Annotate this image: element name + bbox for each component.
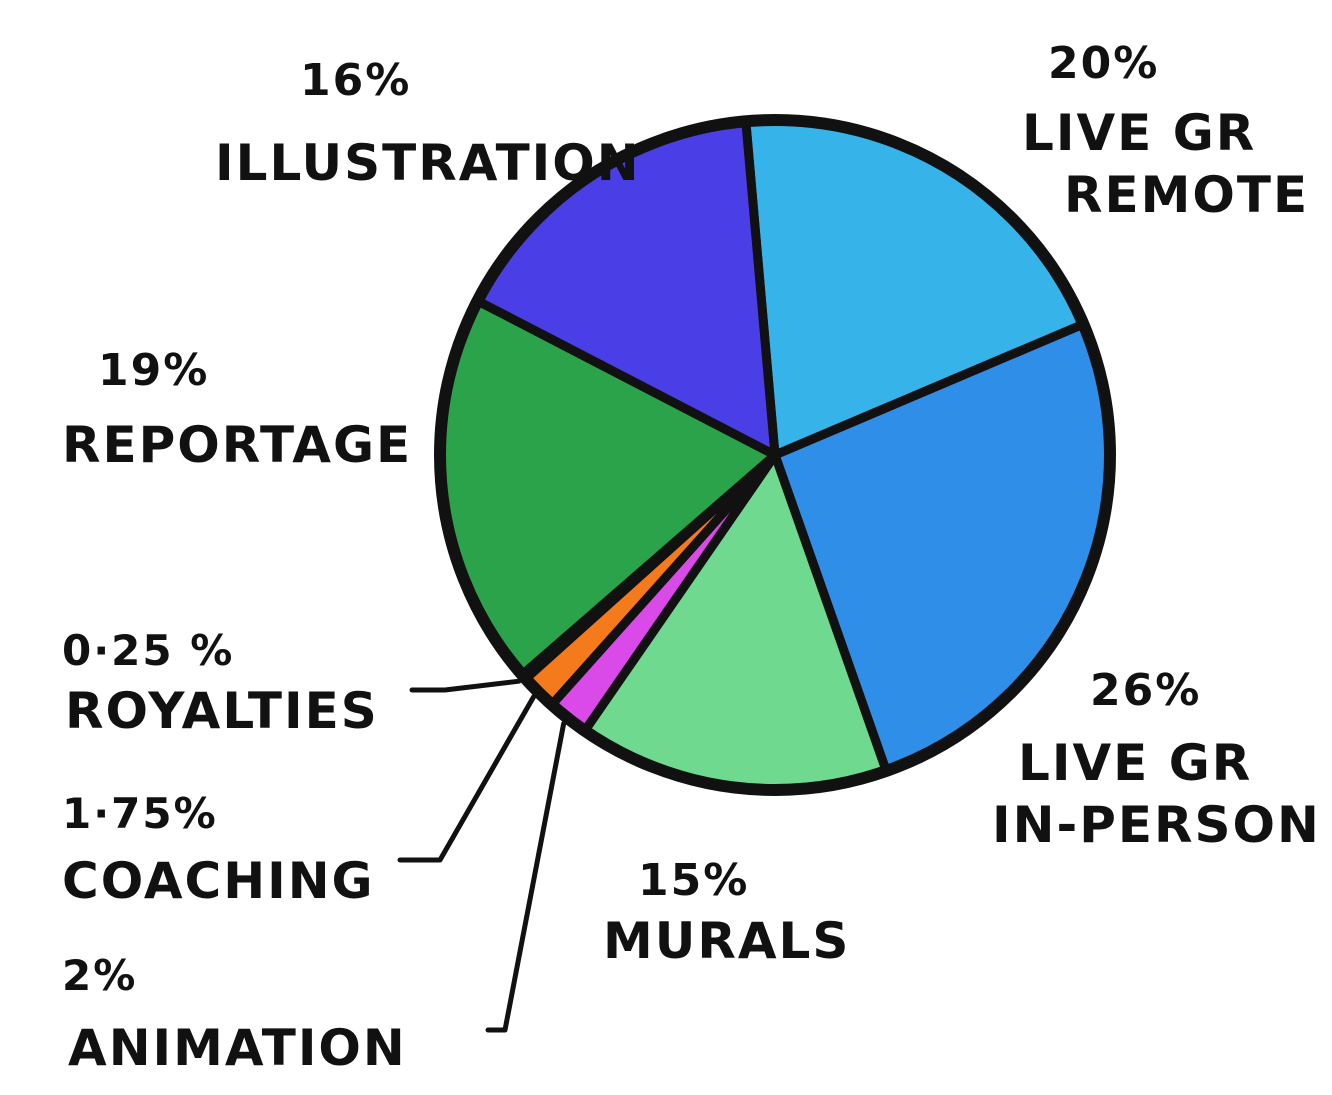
leader-line-animation: [485, 721, 567, 1033]
slice-pct-label-live-gr-in-person: 26%: [1090, 665, 1201, 716]
slice-pct-label-murals: 15%: [638, 855, 749, 906]
slice-name-label-murals: MURALS: [603, 912, 850, 970]
slice-name-label-live-gr-remote-line1: LIVE GR: [1022, 104, 1256, 162]
slice-name-label-royalties: ROYALTIES: [65, 682, 379, 740]
slice-name-label-live-gr-in-person-line1: LIVE GR: [1018, 734, 1252, 792]
leader-line-coaching: [397, 694, 537, 863]
slice-pct-label-coaching: 1·75%: [62, 789, 218, 838]
slice-pct-label-illustration: 16%: [300, 55, 411, 106]
slice-pct-label-reportage: 19%: [98, 345, 209, 396]
pie-outline: [434, 114, 1116, 796]
slice-name-label-coaching: COACHING: [62, 852, 375, 910]
slice-name-label-live-gr-remote-line2: REMOTE: [1064, 166, 1309, 224]
leader-line-royalties: [409, 678, 522, 693]
slice-pct-label-live-gr-remote: 20%: [1048, 38, 1159, 89]
slice-pct-label-animation: 2%: [62, 951, 137, 1000]
slice-name-label-animation: ANIMATION: [68, 1019, 407, 1077]
slice-name-label-reportage: REPORTAGE: [62, 416, 412, 474]
slice-name-label-illustration: ILLUSTRATION: [215, 134, 641, 192]
slice-name-label-live-gr-in-person-line2: IN-PERSON: [992, 796, 1321, 854]
slice-pct-label-royalties: 0·25 %: [62, 626, 234, 675]
